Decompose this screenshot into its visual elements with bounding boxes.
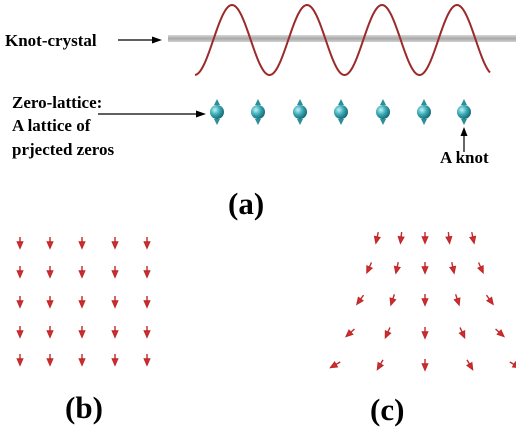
spin-arrow [143, 326, 151, 339]
knot [210, 99, 224, 125]
knot-ball [457, 105, 471, 119]
spin-arrow [329, 360, 341, 369]
knot [334, 99, 348, 125]
caption: (c) [370, 392, 404, 427]
spin-arrow [46, 354, 54, 367]
knot-ball [251, 105, 265, 119]
knot-ball [334, 105, 348, 119]
knot-spike [338, 99, 344, 125]
helix-curve [194, 3, 491, 76]
knot-label: A knot [440, 148, 489, 167]
spin-arrow [485, 294, 494, 306]
spin-arrow [46, 326, 54, 339]
arrow-head [196, 110, 206, 118]
knot-spike [421, 99, 427, 125]
arrow-head [460, 127, 468, 136]
spin-arrow [46, 237, 54, 250]
zero-lattice [210, 99, 471, 125]
knot [376, 99, 390, 125]
spin-arrow [16, 237, 24, 250]
knot-spike [297, 99, 303, 125]
spin-arrow [111, 266, 119, 279]
knot-ball [293, 105, 307, 119]
knot-spike [255, 99, 261, 125]
spin-arrow [46, 296, 54, 309]
knot [417, 99, 431, 125]
spin-arrow [449, 261, 457, 275]
spin-arrow [421, 359, 429, 372]
spin-arrow [458, 327, 466, 340]
knot-spike [380, 99, 386, 125]
spin-arrow [421, 327, 429, 340]
zero-lattice-label: A lattice of [12, 116, 91, 135]
spin-arrow [111, 237, 119, 250]
spin-arrow [16, 354, 24, 367]
caption: (a) [228, 186, 264, 221]
knot-ball [376, 105, 390, 119]
spin-arrow [509, 360, 516, 369]
spin-arrow [78, 326, 86, 339]
spin-arrow [344, 328, 355, 338]
spin-arrow [389, 294, 397, 307]
knot-crystal-label: Knot-crystal [5, 31, 97, 50]
spin-arrow [111, 296, 119, 309]
spin-arrow [376, 359, 385, 371]
spin-arrow [469, 231, 477, 245]
zero-lattice-label: prjected zeros [12, 140, 114, 159]
spin-arrow [393, 261, 401, 275]
helix [194, 3, 491, 76]
spin-arrow [421, 294, 429, 307]
knot-ball [210, 105, 224, 119]
spin-arrow [111, 354, 119, 367]
spin-arrow [111, 326, 119, 339]
spin-arrow [495, 328, 506, 338]
spin-arrow [143, 296, 151, 309]
spin-arrow [78, 354, 86, 367]
lattice-c [329, 231, 516, 372]
spin-arrow [78, 237, 86, 250]
spin-arrow [78, 266, 86, 279]
knot-spike [214, 99, 220, 125]
rod [168, 35, 516, 42]
spin-arrow [46, 266, 54, 279]
spin-arrow [465, 359, 474, 371]
spin-arrow [356, 294, 365, 306]
spin-arrow [143, 266, 151, 279]
spin-arrow [16, 326, 24, 339]
caption: (b) [65, 390, 103, 425]
spin-arrow [384, 327, 392, 340]
knot [251, 99, 265, 125]
spin-arrow [16, 266, 24, 279]
arrow-head [152, 36, 162, 44]
spin-arrow [421, 232, 429, 245]
spin-arrow [366, 262, 374, 275]
spin-arrow [445, 231, 453, 245]
lattice-b [16, 237, 151, 367]
knot [293, 99, 307, 125]
spin-arrow [373, 231, 381, 245]
spin-arrow [397, 231, 405, 245]
spin-arrow [453, 294, 461, 307]
knot [457, 99, 471, 125]
zero-lattice-label: Zero-lattice: [12, 93, 102, 112]
knot-ball [417, 105, 431, 119]
spin-arrow [16, 296, 24, 309]
spin-arrow [78, 296, 86, 309]
spin-arrow [476, 262, 484, 275]
spin-arrow [421, 262, 429, 275]
spin-arrow [143, 354, 151, 367]
spin-arrow [143, 237, 151, 250]
knot-spike [461, 99, 467, 125]
